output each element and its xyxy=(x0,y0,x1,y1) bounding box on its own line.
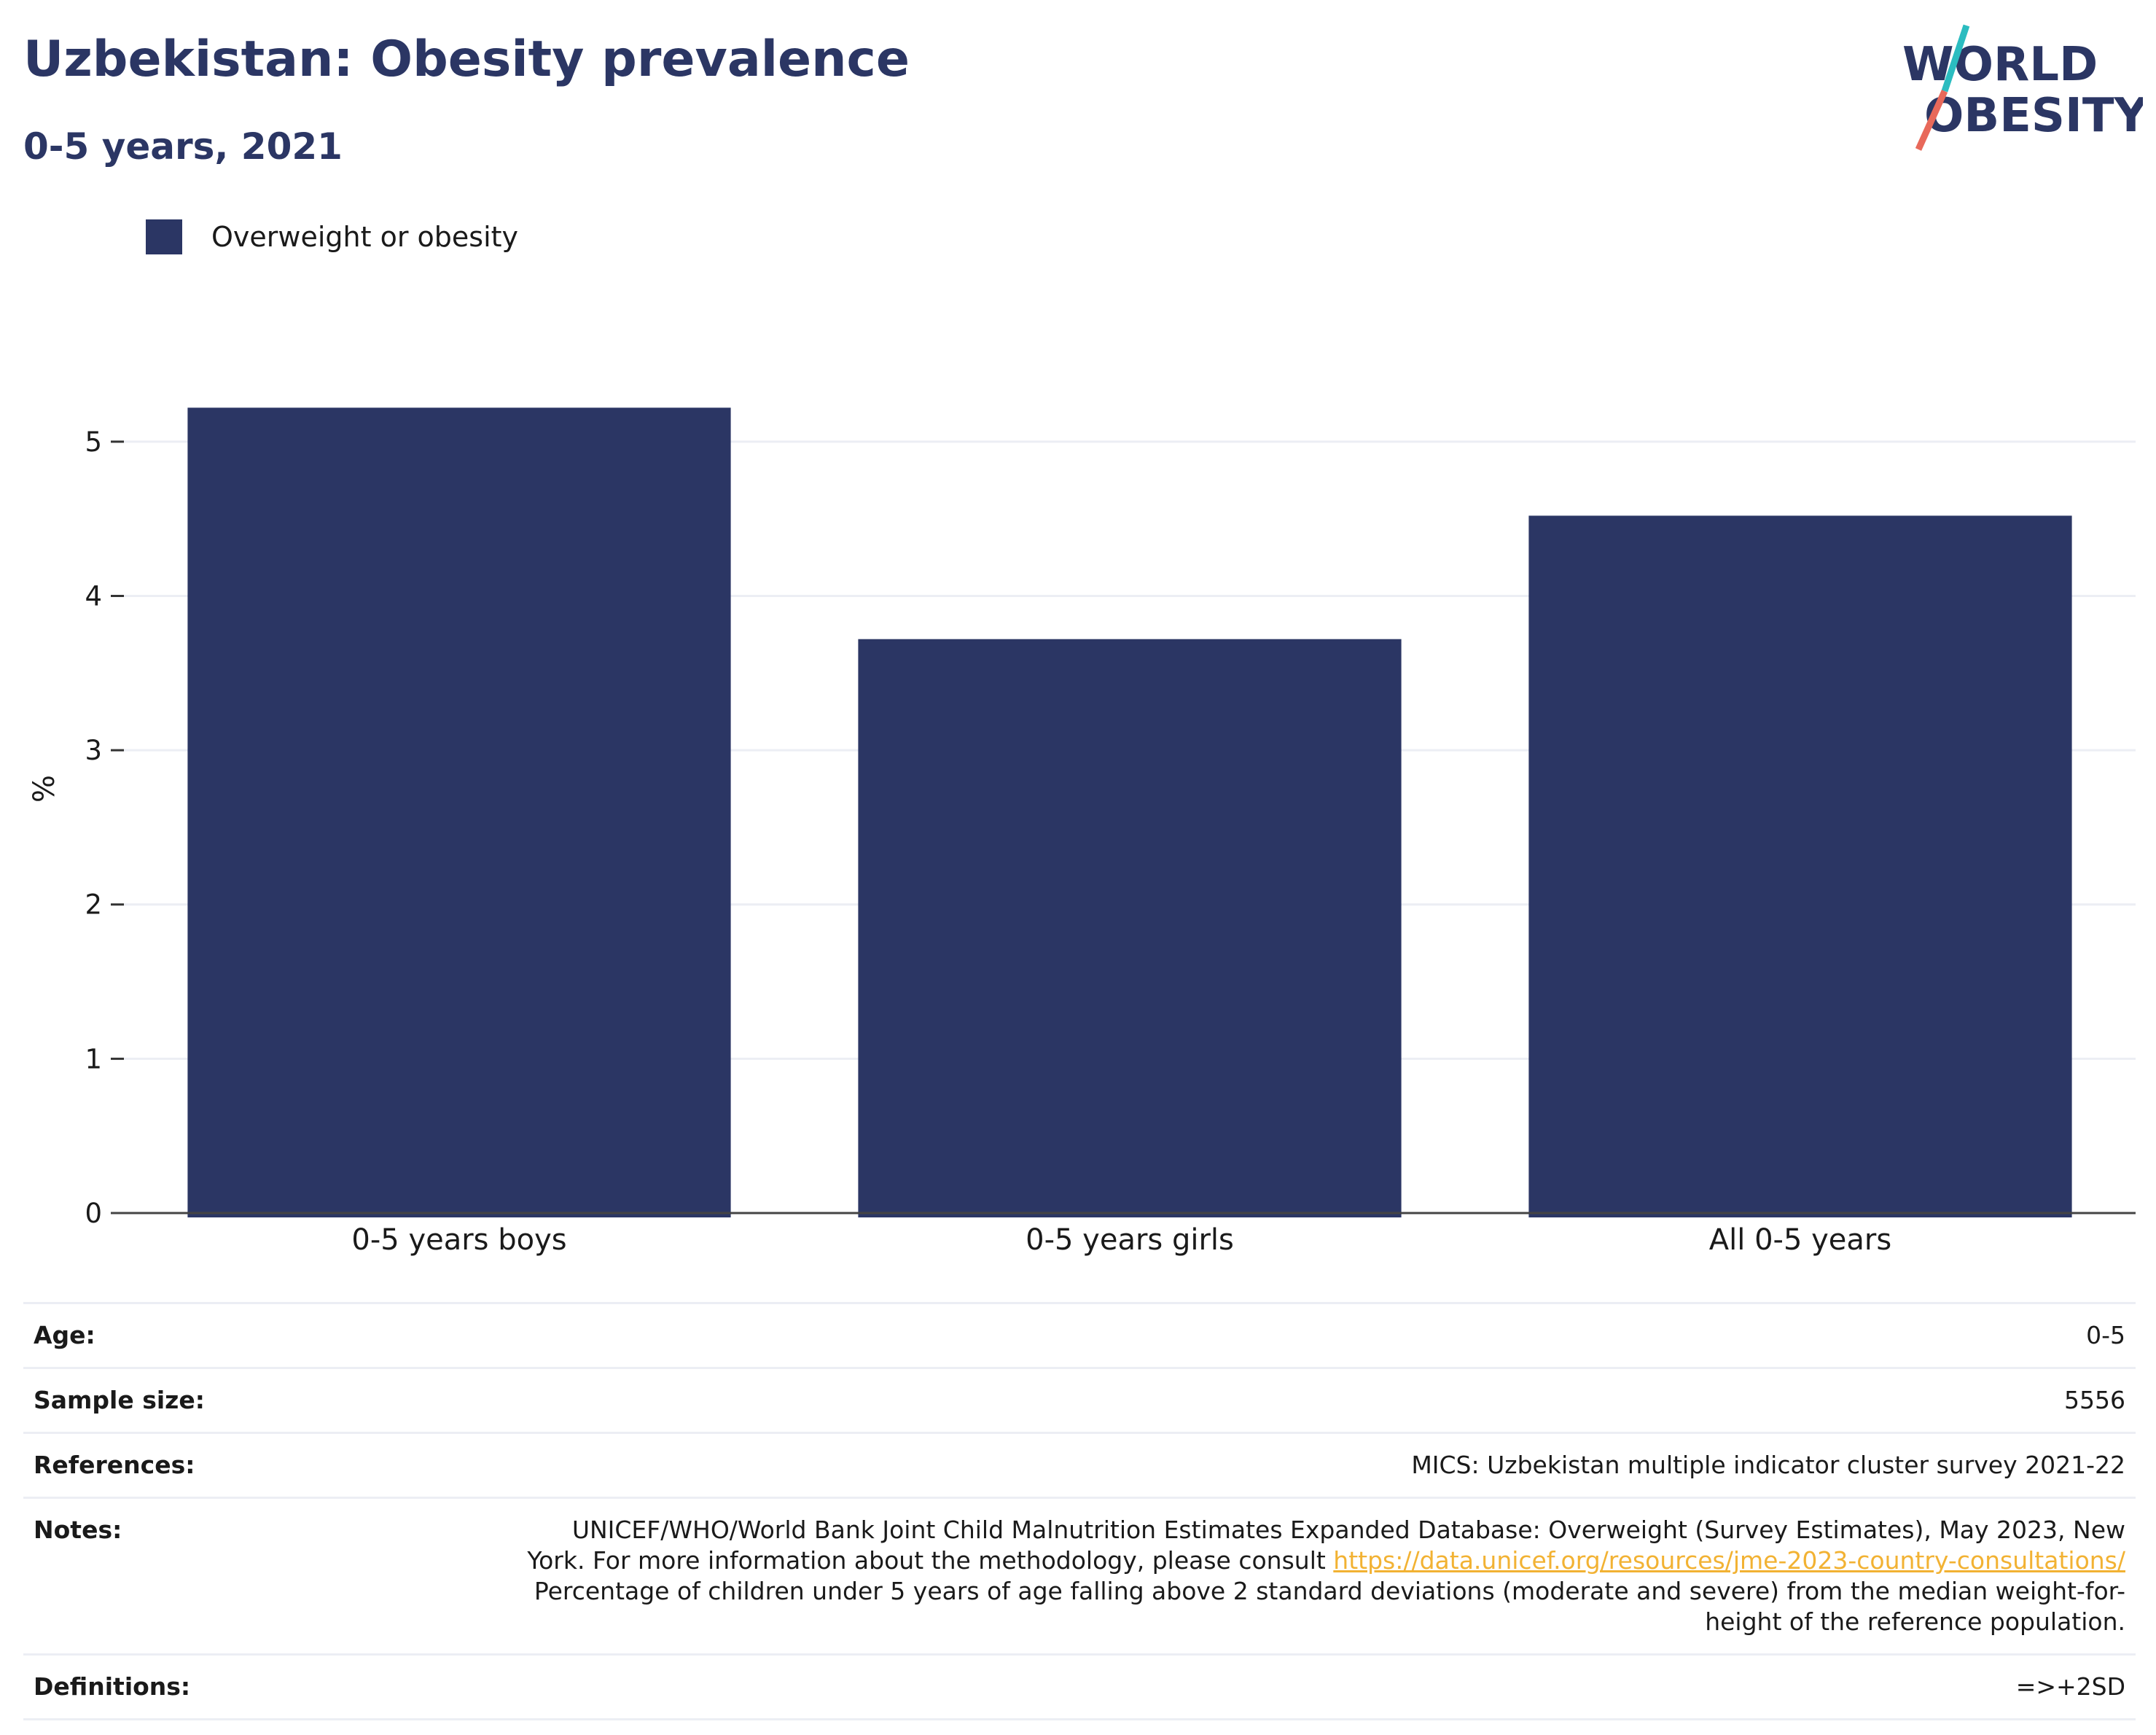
y-axis-label: % xyxy=(28,775,61,803)
x-tick-label: 0-5 years boys xyxy=(351,1223,566,1257)
legend-label: Overweight or obesity xyxy=(211,221,519,253)
bar xyxy=(858,639,1402,1217)
logo-slash-coral xyxy=(1915,90,1948,151)
logo-word-obesity: OBESITY xyxy=(1924,89,2143,143)
sample-size-label: Sample size: xyxy=(23,1367,335,1433)
notes-line-2: York. For more information about the met… xyxy=(527,1546,1334,1575)
notes-label: Notes: xyxy=(23,1497,335,1655)
notes-line-4: height of the reference population. xyxy=(1705,1607,2125,1636)
age-label: Age: xyxy=(23,1302,335,1368)
x-tick-label: All 0-5 years xyxy=(1709,1223,1891,1257)
legend[interactable]: Overweight or obesity xyxy=(146,219,518,255)
notes-value: UNICEF/WHO/World Bank Joint Child Malnut… xyxy=(335,1497,2136,1655)
y-tick-label: 4 xyxy=(85,580,102,612)
y-tick-label: 0 xyxy=(85,1198,102,1229)
y-tick-label: 2 xyxy=(85,889,102,921)
info-row-references: References: MICS: Uzbekistan multiple in… xyxy=(23,1432,2136,1498)
methodology-link[interactable]: https://data.unicef.org/resources/jme-20… xyxy=(1333,1546,2125,1575)
references-label: References: xyxy=(23,1432,335,1498)
notes-line-3: Percentage of children under 5 years of … xyxy=(534,1577,2125,1605)
notes-line-1: UNICEF/WHO/World Bank Joint Child Malnut… xyxy=(571,1516,2125,1544)
bar xyxy=(1528,515,2072,1217)
y-tick-label: 3 xyxy=(85,735,102,766)
page-subtitle: 0-5 years, 2021 xyxy=(23,125,343,168)
info-row-definitions: Definitions: =>+2SD xyxy=(23,1653,2136,1720)
bar xyxy=(187,408,731,1217)
world-obesity-logo: WORLD OBESITY xyxy=(1902,24,2143,151)
y-tick-label: 5 xyxy=(85,426,102,458)
info-table: Age: 0-5 Sample size: 5556 References: M… xyxy=(23,1302,2136,1720)
sample-size-value: 5556 xyxy=(335,1367,2136,1433)
info-row-notes: Notes: UNICEF/WHO/World Bank Joint Child… xyxy=(23,1497,2136,1655)
legend-swatch xyxy=(146,219,182,254)
age-value: 0-5 xyxy=(335,1302,2136,1368)
definitions-value: =>+2SD xyxy=(335,1653,2136,1720)
info-row-sample-size: Sample size: 5556 xyxy=(23,1367,2136,1433)
info-row-age: Age: 0-5 xyxy=(23,1302,2136,1368)
y-tick-label: 1 xyxy=(85,1043,102,1075)
definitions-label: Definitions: xyxy=(23,1653,335,1720)
logo-word-world: WORLD xyxy=(1902,38,2098,92)
bar-chart: 0 1 2 3 4 5% 0-5 years boys 0-5 years girls All … xyxy=(28,408,2136,1257)
x-tick-label: 0-5 years girls xyxy=(1026,1223,1234,1257)
logo-slash-teal xyxy=(1941,24,1970,93)
references-value: MICS: Uzbekistan multiple indicator clus… xyxy=(335,1432,2136,1498)
page-title: Uzbekistan: Obesity prevalence xyxy=(23,31,910,88)
